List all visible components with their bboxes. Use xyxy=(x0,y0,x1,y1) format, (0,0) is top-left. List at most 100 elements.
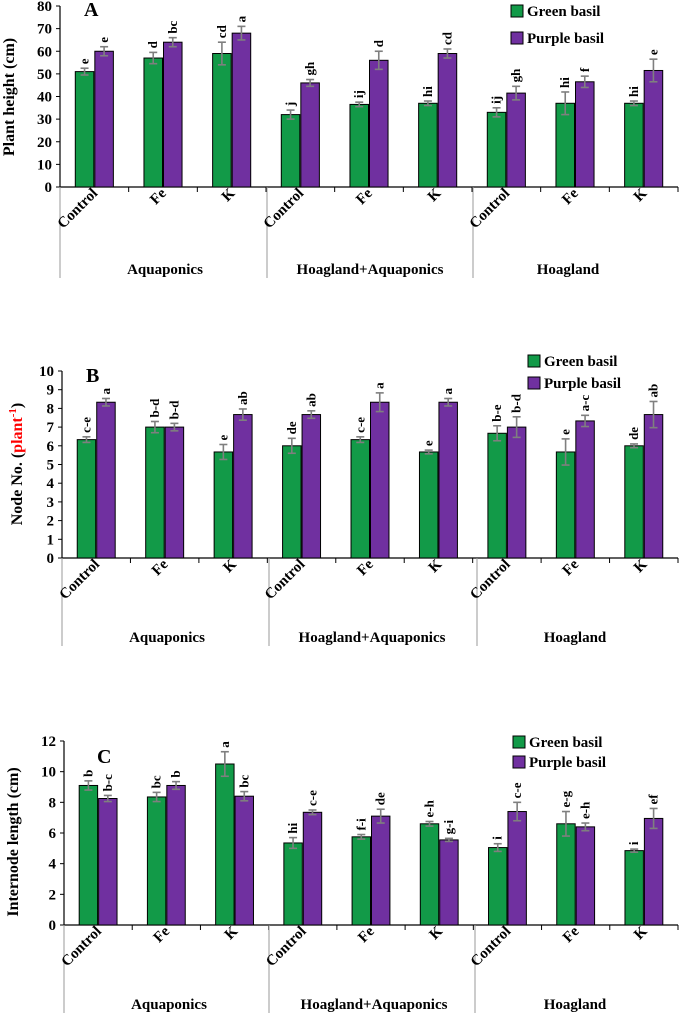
panel-c-ytick-label: 4 xyxy=(49,857,57,873)
panel-a-category-label: K xyxy=(219,185,239,205)
panel-c-group-hoagland: Hoagland xyxy=(544,997,607,1013)
panel-b-ylabel-close: ) xyxy=(9,403,26,408)
panel-a-bar-purple xyxy=(163,41,183,188)
panel-a-significance-letter: d xyxy=(371,39,386,47)
panel-b-bar-purple xyxy=(301,414,322,559)
panel-b: B Node No. (plant-1) Green basil Purple … xyxy=(7,354,679,646)
legend-a-green-label: Green basil xyxy=(527,4,600,20)
legend-c-green-label: Green basil xyxy=(529,735,602,751)
panel-a: A Plant height (cm) Green basil Purple b… xyxy=(1,0,679,278)
panel-b-category-label: Control xyxy=(467,557,513,603)
panel-a-category-label: Control xyxy=(467,186,513,232)
panel-c-bar-green xyxy=(419,823,440,926)
panel-c-category-label: Fe xyxy=(355,923,378,946)
panel-c-significance-letter: bc xyxy=(236,774,251,787)
panel-a-category-label: Fe xyxy=(559,185,582,208)
panel-a-ytick-label: 60 xyxy=(37,44,52,60)
panel-c-bar-green xyxy=(283,842,303,926)
legend-c-purple-label: Purple basil xyxy=(529,755,606,771)
panel-b-category-label: K xyxy=(631,556,651,576)
panel-b-category-label: Fe xyxy=(560,556,583,579)
panel-a-group-hoagland-aquaponics: Hoagland+Aquaponics xyxy=(297,262,444,278)
panel-b-significance-letter: b-d xyxy=(166,400,181,420)
panel-a-significance-letter: gh xyxy=(508,68,523,83)
panel-a-category-label: K xyxy=(631,185,651,205)
panel-b-legend: Green basil Purple basil xyxy=(527,354,621,392)
panel-b-significance-letter: e xyxy=(215,434,230,440)
panel-b-category-label: K xyxy=(426,556,446,576)
legend-b-green-swatch xyxy=(527,354,541,368)
panel-a-significance-letter: hi xyxy=(420,86,435,97)
panel-a-bar-purple xyxy=(94,50,114,188)
panel-b-significance-letter: a-c xyxy=(577,394,592,411)
panel-b-significance-letter: b-d xyxy=(509,393,524,413)
panel-b-significance-letter: c-e xyxy=(78,417,93,433)
panel-b-significance-letter: de xyxy=(284,421,299,434)
panel-c-bar-purple xyxy=(166,784,186,926)
panel-c-significance-letter: i xyxy=(626,841,641,845)
panel-a-categories: Control Fe K Control Fe K Control Fe K xyxy=(55,185,651,232)
panel-a-bar-purple xyxy=(231,32,252,188)
panel-c-group-aquaponics: Aquaponics xyxy=(131,997,207,1013)
panel-b-ytick-label: 3 xyxy=(47,495,55,511)
panel-c-ytick-label: 2 xyxy=(49,887,57,903)
panel-a-category-label: Control xyxy=(261,186,307,232)
panel-c-bar-purple xyxy=(643,817,664,926)
panel-a-ytick-label: 40 xyxy=(37,90,52,106)
panel-b-bar-purple xyxy=(438,401,458,559)
panel-a-significance-letter: f xyxy=(577,67,592,72)
panel-c-bar-purple xyxy=(98,798,118,926)
panel-b-ytick-label: 6 xyxy=(47,439,55,455)
panel-c-bar-green xyxy=(488,847,508,926)
panel-a-significance-letter: hi xyxy=(626,86,641,97)
panel-b-significance-letter: b-e xyxy=(489,404,504,422)
panel-b-significance-letter: b-d xyxy=(147,398,162,418)
panel-c-significance-letter: b xyxy=(168,770,183,777)
panel-c-ylabel: Internode length (cm) xyxy=(5,767,22,916)
panel-c-category-label: Fe xyxy=(560,923,583,946)
panel-a-significance-letter: cd xyxy=(439,31,454,45)
panel-b-bar-purple xyxy=(575,420,595,559)
panel-c-bar-purple xyxy=(302,811,323,926)
legend-a-green-swatch xyxy=(510,4,524,18)
panel-b-ytick-label: 8 xyxy=(47,401,55,417)
panel-b-group-aquaponics: Aquaponics xyxy=(129,630,205,646)
panel-a-bar-green xyxy=(212,53,232,188)
panel-c-bar-green xyxy=(146,796,167,926)
panel-a-significance-letter: j xyxy=(283,102,298,107)
panel-c-significance-letter: b xyxy=(80,770,95,777)
panel-b-significance-letter: e xyxy=(558,429,573,435)
panel-a-bar-green xyxy=(143,57,164,188)
panel-c-groups: Aquaponics Hoagland+Aquaponics Hoagland xyxy=(131,997,607,1013)
panel-a-bar-green xyxy=(280,114,301,188)
panel-c-category-label: Control xyxy=(263,924,309,970)
panel-b-bar-purple xyxy=(643,414,664,559)
legend-c-green-swatch xyxy=(512,735,526,749)
panel-a-category-label: Fe xyxy=(147,185,170,208)
panel-a-category-label: K xyxy=(425,185,445,205)
panel-b-group-hoagland-aquaponics: Hoagland+Aquaponics xyxy=(299,630,446,646)
panel-b-label: B xyxy=(86,365,99,387)
panel-b-ytick-label: 1 xyxy=(47,532,55,548)
legend-b-purple-label: Purple basil xyxy=(544,376,621,392)
panel-a-bar-green xyxy=(486,111,507,188)
panel-b-category-label: Control xyxy=(57,557,103,603)
panel-a-category-label: Fe xyxy=(353,185,376,208)
panel-c-bar-green xyxy=(78,784,99,926)
panel-c-bar-green xyxy=(351,836,371,926)
panel-b-significance-letter: a xyxy=(372,382,387,389)
panel-b-significance-letter: a xyxy=(440,387,455,394)
panel-a-significance-letter: e xyxy=(645,49,660,55)
panel-b-significance-letter: de xyxy=(626,427,641,440)
panel-a-ytick-label: 10 xyxy=(37,157,52,173)
panel-a-bar-purple xyxy=(300,82,320,188)
panel-a-bar-purple xyxy=(643,69,664,188)
panel-b-ytick-label: 5 xyxy=(47,458,55,474)
panel-a-bar-green xyxy=(418,102,438,188)
legend-b-green-label: Green basil xyxy=(544,354,617,370)
panel-c-ytick-label: 0 xyxy=(49,918,57,934)
panel-b-bar-green xyxy=(624,445,644,559)
panel-a-ytick-label: 50 xyxy=(37,67,52,83)
